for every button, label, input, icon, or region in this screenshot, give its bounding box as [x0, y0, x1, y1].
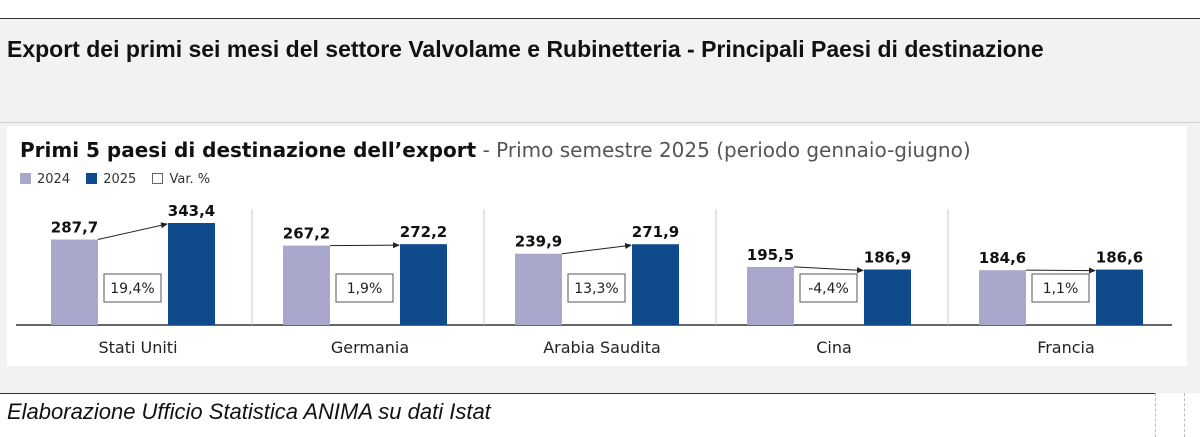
bar-2024-francia — [979, 270, 1026, 325]
legend-swatch-var — [152, 173, 164, 184]
category-label-stati-uniti: Stati Uniti — [98, 338, 177, 357]
source-divider — [0, 393, 1155, 394]
bar-2025-francia — [1096, 269, 1143, 325]
source-note: Elaborazione Ufficio Statistica ANIMA su… — [7, 399, 491, 424]
variation-label-arabia-saudita: 13,3% — [574, 281, 618, 297]
data-label-2024-arabia-saudita: 239,9 — [515, 233, 562, 251]
chart-subtitle: - Primo semestre 2025 (periodo gennaio-g… — [476, 138, 971, 162]
legend-label-2024: 2024 — [37, 172, 71, 187]
chart-title: Primi 5 paesi di destinazione dell’expor… — [20, 138, 971, 162]
data-label-2025-cina: 186,9 — [864, 248, 911, 266]
bar-2025-germania — [400, 244, 447, 325]
bar-2024-germania — [283, 245, 330, 325]
legend-item-2025: 2025 — [86, 172, 136, 187]
page-header: Export dei primi sei mesi del settore Va… — [0, 18, 1200, 123]
legend-label-var: Var. % — [169, 172, 211, 187]
data-label-2025-francia: 186,6 — [1096, 249, 1143, 267]
data-label-2024-cina: 195,5 — [747, 246, 794, 264]
variation-label-cina: -4,4% — [808, 281, 849, 297]
variation-label-germania: 1,9% — [347, 281, 383, 297]
bar-chart: 287,7 343,4 19,4% Stati Uniti 267,2 272,2 1,9%… — [16, 202, 1172, 357]
bar-2024-cina — [747, 266, 794, 325]
category-label-francia: Francia — [1037, 338, 1095, 357]
bar-2024-arabia-saudita — [515, 253, 562, 325]
variation-box-francia — [1031, 273, 1090, 303]
data-label-2024-stati-uniti: 287,7 — [51, 219, 98, 237]
data-label-2025-stati-uniti: 343,4 — [168, 202, 215, 220]
variation-box-cina — [799, 273, 858, 303]
trend-arrow-arabia-saudita — [561, 242, 632, 255]
trend-arrow-cina — [793, 266, 864, 274]
data-label-2025-arabia-saudita: 271,9 — [632, 223, 679, 241]
legend-item-2024: 2024 — [20, 172, 70, 187]
chart-legend: 2024 2025 Var. % — [20, 172, 222, 187]
variation-box-germania — [335, 273, 394, 303]
category-label-cina: Cina — [816, 338, 852, 357]
data-label-2024-francia: 184,6 — [979, 249, 1026, 267]
bar-2025-stati-uniti — [168, 223, 215, 325]
bar-2025-cina — [864, 269, 911, 325]
variation-label-stati-uniti: 19,4% — [110, 281, 154, 297]
legend-label-2025: 2025 — [103, 172, 137, 187]
variation-box-stati-uniti — [103, 273, 162, 303]
page-title: Export dei primi sei mesi del settore Va… — [7, 36, 1044, 62]
variation-label-francia: 1,1% — [1043, 281, 1079, 297]
page-edge-marker — [1155, 393, 1185, 437]
variation-box-arabia-saudita — [567, 273, 626, 303]
legend-swatch-2025 — [86, 173, 98, 184]
chart-title-main: Primi 5 paesi di destinazione dell’expor… — [20, 138, 477, 162]
bar-2025-arabia-saudita — [632, 244, 679, 325]
data-label-2025-germania: 272,2 — [400, 223, 447, 241]
trend-arrow-stati-uniti — [97, 222, 168, 241]
bar-2024-stati-uniti — [51, 239, 98, 325]
legend-swatch-2024 — [20, 173, 31, 184]
data-label-2024-germania: 267,2 — [283, 225, 330, 243]
category-label-arabia-saudita: Arabia Saudita — [543, 338, 661, 357]
legend-item-var: Var. % — [152, 172, 210, 187]
category-label-germania: Germania — [331, 338, 409, 357]
